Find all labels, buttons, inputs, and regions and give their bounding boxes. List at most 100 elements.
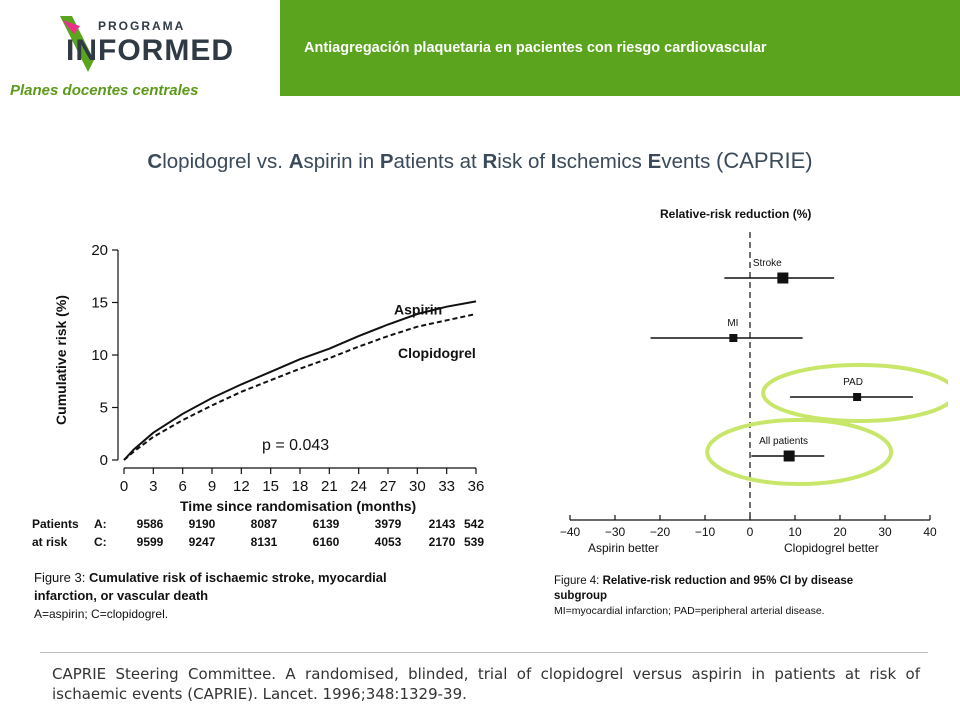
highlight-ellipse [705,418,894,486]
footer-divider [40,652,928,653]
y-axis-label: Cumulative risk (%) [53,295,69,425]
figure-4-caption: Figure 4: Relative-risk reduction and 95… [554,575,853,587]
forest-row-label: All patients [759,436,808,447]
figure-4-label: Figure 4: [554,575,599,587]
risk-table-cell: 6139 [313,517,340,531]
title-abbreviation: (CAPRIE) [716,148,813,173]
title-text: spirin in [303,150,380,173]
forest-row-label: PAD [843,377,863,388]
highlight-ellipse [761,363,948,423]
x-tick-label: 12 [233,478,250,495]
y-tick-label: 10 [91,347,108,364]
x-tick-label: 36 [468,478,485,495]
figure-4-bold-text: Relative-risk reduction and 95% CI by di… [603,575,854,587]
figure-3-bold-line-2: infarction, or vascular death [34,588,208,603]
title-text: lopidogrel vs. [162,150,289,173]
title-initial: A [288,150,304,173]
logo-area: PROGRAMA INFORMED Planes docentes centra… [0,0,278,106]
header-title: Antiagregación plaquetaria en pacientes … [304,40,767,56]
series-label-aspirin: Aspirin [394,302,442,318]
risk-table-header-2: at risk [32,535,68,549]
figure-4-bold-text-2: subgroup [554,590,607,602]
figure-3-note: A=aspirin; C=clopidogrel. [34,607,168,621]
x-tick-label: 30 [409,478,426,495]
x-tick-label: 24 [350,478,367,495]
forest-x-tick-label: −30 [605,525,626,539]
point-estimate-marker [729,334,738,342]
risk-table-cell: 9599 [137,535,164,549]
forest-x-tick-label: −10 [695,525,716,539]
figure-4-note: MI=myocardial infarction; PAD=peripheral… [554,605,825,617]
risk-table-cell: 9247 [189,535,216,549]
figure-3-label: Figure 3: [34,570,85,585]
series-line-aspirin [123,300,477,461]
reference-citation: CAPRIE Steering Committee. A randomised,… [52,665,920,703]
y-tick-label: 0 [100,452,108,469]
forest-plot-body: −40 −30 −20 −10 0 10 20 30 40 Stroke MI PAD All pati… [560,232,948,539]
title-text: schemics [556,150,648,173]
slide-title: Clopidogrel vs. Aspirin in Patients at R… [0,148,960,174]
figure-3-caption: Figure 3: Cumulative risk of ischaemic s… [34,570,387,585]
x-tick-label: 18 [292,478,309,495]
series-label-clopidogrel: Clopidogrel [398,345,476,361]
x-tick-label: 15 [262,478,279,495]
risk-table-cell: 6160 [313,535,340,549]
x-tick-label: 27 [380,478,397,495]
risk-table-cell: 4053 [375,535,402,549]
x-tick-label: 21 [321,478,338,495]
title-text: atients at [393,150,483,173]
forest-x-tick-label: −40 [560,525,581,539]
title-initial: C [147,150,163,173]
forest-x-tick-label: −20 [650,525,671,539]
series-line-clopidogrel [123,313,477,461]
relative-risk-forest-plot: Relative-risk reduction (%) −40 −30 −20 −10… [554,207,948,617]
header-bar: Antiagregación plaquetaria en pacientes … [280,0,960,96]
point-estimate-marker [777,272,789,284]
title-text: vents [661,150,717,173]
header-subtitle: Planes docentes centrales [10,82,199,99]
title-initial: E [647,150,662,173]
risk-table-cell: 2143 [429,517,456,531]
forest-x-tick-label: 40 [923,525,937,539]
risk-table-cell: 539 [464,535,484,549]
left-favours-label: Aspirin better [588,541,659,555]
p-value-annotation: p = 0.043 [262,437,329,454]
logo-main-text: INFORMED [66,34,232,67]
risk-table-row-label: A: [94,517,107,531]
risk-table-cell: 8087 [251,517,278,531]
right-favours-label: Clopidogrel better [784,541,879,555]
programa-informed-logo: PROGRAMA INFORMED [60,16,232,72]
risk-table-cell: 2170 [429,535,456,549]
forest-plot-title: Relative-risk reduction (%) [660,207,811,221]
risk-table-cell: 3979 [375,517,402,531]
forest-x-tick-label: 0 [747,525,754,539]
risk-table-cell: 542 [464,517,484,531]
risk-table: A: 9586 9190 8087 6139 3979 2143 542 C: 9599 9247 8… [94,517,484,549]
risk-table-header-1: Patients [32,517,79,531]
title-initial: I [550,150,557,173]
forest-x-tick-label: 10 [788,525,802,539]
x-tick-label: 6 [178,478,186,495]
point-estimate-marker [853,393,862,401]
title-initial: R [482,150,498,173]
risk-table-cell: 9190 [189,517,216,531]
risk-table-cell: 9586 [137,517,164,531]
y-tick-label: 20 [91,242,108,259]
title-text: isk of [497,150,551,173]
point-estimate-marker [783,450,795,462]
x-tick-label: 9 [208,478,216,495]
title-initial: P [379,150,394,173]
x-tick-label: 3 [149,478,157,495]
figure-3-bold-line-1: Cumulative risk of ischaemic stroke, myo… [89,570,387,585]
y-tick-label: 15 [91,295,108,312]
y-tick-label: 5 [100,400,108,417]
forest-x-tick-label: 20 [833,525,847,539]
forest-row-label: Stroke [753,258,782,269]
risk-table-cell: 8131 [251,535,278,549]
logo-top-text: PROGRAMA [98,19,185,33]
risk-table-row-label: C: [94,535,107,549]
x-axis-label: Time since randomisation (months) [180,498,416,514]
forest-x-tick-label: 30 [878,525,892,539]
